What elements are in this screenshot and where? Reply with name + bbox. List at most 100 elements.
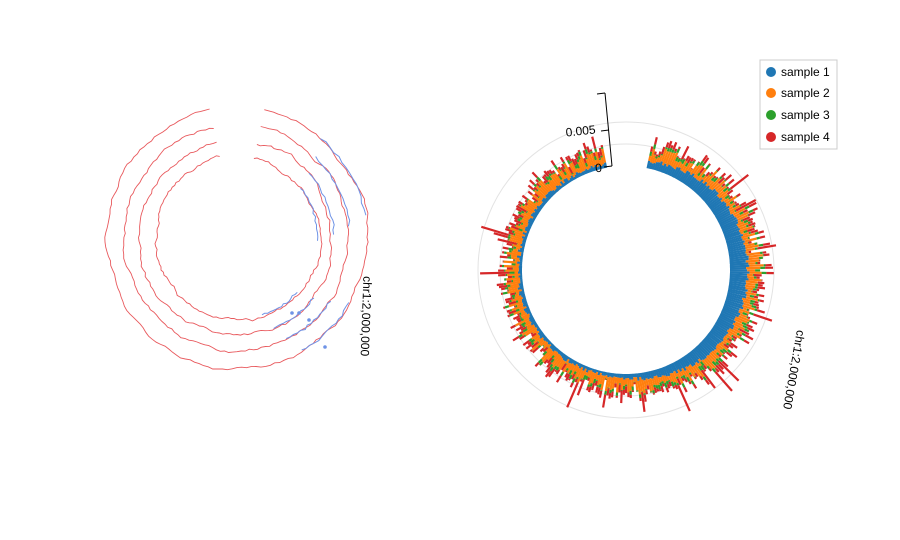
bar-segment [668,167,675,176]
bar-segment [638,372,642,378]
bar-segment [589,149,593,152]
bar-segment [702,174,711,184]
bar-segment [669,363,676,372]
bar-segment [526,198,529,201]
bar-segment [554,189,558,194]
bar-segment [728,194,731,197]
bar-segment [668,375,673,383]
bar-segment [530,213,537,219]
bar-segment [629,379,632,391]
bar-segment [550,179,558,187]
y-axis-tick [603,165,613,168]
bar-segment [729,264,750,268]
bar-segment [734,318,743,324]
bar-segment [746,321,750,325]
bar-segment [716,190,725,198]
bar-segment [759,299,765,303]
bar-segment [533,183,538,188]
bar-segment [519,224,526,229]
bar-segment [742,300,751,305]
bar-segment [718,215,735,225]
bar-segment [663,382,668,388]
bar-segment [753,313,773,322]
bar-segment [741,332,746,337]
bar-segment [579,155,588,170]
bar-segment [698,362,702,367]
bar-segment [702,188,716,202]
bar-segment [576,379,585,396]
bar-segment [728,251,746,257]
bar-segment [669,147,673,153]
bar-segment [519,330,524,335]
bar-segment [553,172,556,175]
bar-segment [726,329,741,339]
bar-segment [582,374,587,380]
bar-segment [510,283,519,287]
bar-segment [568,163,577,176]
bar-segment [515,317,530,327]
bar-segment [548,182,556,191]
bar-segment [673,167,682,179]
bar-segment [652,390,655,394]
bar-segment [728,249,747,255]
bar-segment [715,345,722,351]
bar-segment [722,348,728,354]
bar-segment [507,273,521,277]
bar-segment [533,337,541,344]
circular-line-chart: chr1:2,000,000 [104,108,374,371]
radial-grid [477,121,775,419]
bar-segment [690,157,695,163]
bar-segment [560,352,565,357]
bar-segment [725,297,744,305]
bar-segment [689,160,693,164]
bar-segment [567,166,574,174]
bar-segment [703,358,714,370]
bar-segment [745,244,759,250]
bar-segment [720,197,726,203]
bar-segment [723,355,728,360]
bar-segment [636,373,640,381]
bar-segment [754,242,758,246]
bar-segment [520,312,528,317]
bar-segment [552,352,560,360]
bar-segment [655,369,660,378]
bar-segment [523,204,536,213]
bar-segment [711,367,717,373]
bar-segment [526,203,536,211]
bar-segment [546,170,551,175]
bar-segment [680,170,690,183]
bar-segment [738,327,740,331]
bar-segment [722,225,739,234]
bar-segment [523,315,530,321]
bar-segment [576,366,584,378]
bar-segment [573,158,578,165]
bar-segment [517,203,521,207]
bar-segment [527,341,532,346]
bar-segment [665,147,668,150]
bar-segment [685,155,690,162]
bar-segment [723,227,741,236]
bar-segment [568,374,573,380]
bar-segment [720,172,727,178]
bar-segment [520,222,524,226]
bar-segment [680,370,685,376]
bar-segment [702,364,708,370]
bar-segment [707,196,720,208]
bar-segment [507,314,511,318]
bar-segment [559,156,565,163]
bar-segment [744,237,757,243]
bar-segment [672,160,678,168]
bar-segment [695,161,700,167]
bar-segment [607,376,612,388]
bar-segment [560,178,566,184]
bar-segment [537,181,550,193]
bar-segment [502,291,508,295]
bar-segment [757,281,765,285]
bar-segment [522,301,528,305]
bar-segment [747,289,752,293]
bar-segment [734,213,741,218]
bar-segment [700,369,716,389]
bar-segment [527,221,534,226]
bar-segment [576,361,580,365]
bar-segment [683,162,692,174]
